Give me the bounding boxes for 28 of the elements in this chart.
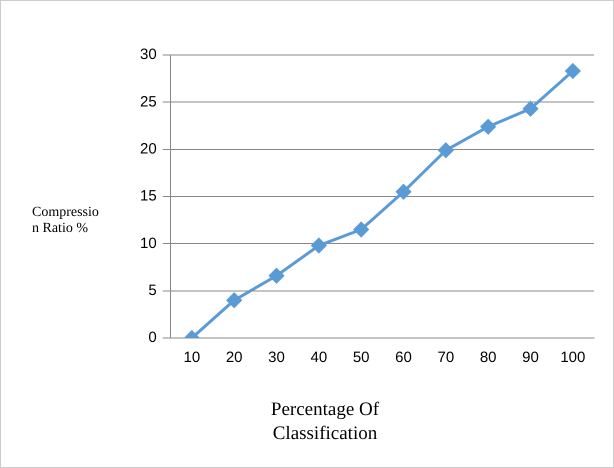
x-tick-label: 80 (480, 349, 497, 366)
y-tick-label: 15 (140, 188, 157, 205)
y-tick-label: 0 (148, 329, 157, 346)
point (226, 292, 242, 308)
y-tick-label: 5 (148, 282, 157, 299)
y-tick-label: 30 (140, 46, 157, 64)
x-tick-label: 40 (310, 349, 328, 366)
x-tick-label: 30 (268, 349, 285, 366)
y-tick-label: 10 (140, 234, 157, 252)
x-tick-label: 60 (395, 349, 412, 366)
y-tick-label: 25 (140, 93, 157, 110)
point (480, 119, 496, 134)
y-tick-label: 20 (140, 140, 157, 158)
x-tick-label: 20 (226, 349, 243, 366)
point (311, 238, 326, 254)
point (269, 268, 284, 284)
x-tick-label: 100 (560, 349, 586, 366)
y-axis-title: Compression Ratio % (32, 205, 100, 237)
x-axis-title: Percentage Of Classification (270, 398, 380, 446)
x-tick-label: 70 (437, 349, 454, 366)
x-tick-label: 90 (522, 349, 539, 366)
point (523, 101, 538, 116)
x-tick-label: 10 (184, 349, 200, 366)
point (354, 222, 369, 238)
point (438, 142, 454, 158)
x-tick-label: 50 (352, 349, 370, 366)
point (565, 64, 580, 79)
point (396, 184, 412, 200)
